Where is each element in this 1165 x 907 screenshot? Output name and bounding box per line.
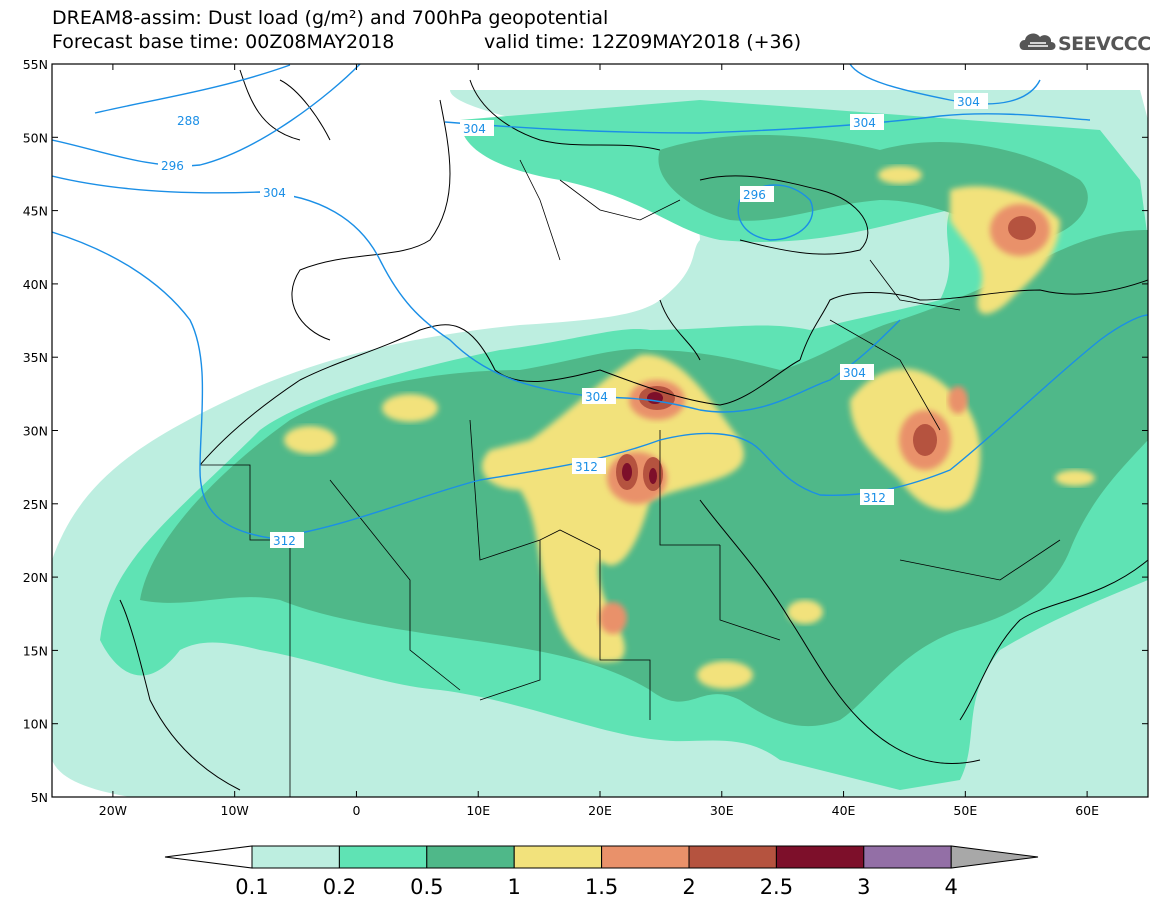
- colorbar-segment: [513, 845, 603, 869]
- lat-label: 5N: [31, 790, 48, 805]
- lon-label: 0: [352, 803, 360, 818]
- contour-label: 304: [585, 390, 608, 404]
- dust-patch: [948, 386, 968, 414]
- contour-label: 304: [957, 95, 980, 109]
- dust-patch: [284, 426, 336, 454]
- colorbar-segment: [601, 845, 690, 869]
- lon-label: 60E: [1075, 803, 1099, 818]
- lat-label: 40N: [23, 277, 48, 292]
- colorbar-segment: [863, 845, 952, 869]
- colorbar-label: 1: [508, 875, 521, 899]
- dust-patch: [1008, 216, 1036, 240]
- colorbar-segment: [426, 845, 515, 869]
- longitude-axis: 20W 10W 0 10E 20E 30E 40E 50E 60E: [99, 64, 1099, 818]
- contour-label: 312: [863, 491, 886, 505]
- colorbar-under-triangle: [164, 845, 253, 869]
- logo-text: SEEVCCC: [1058, 33, 1151, 55]
- lon-label: 50E: [953, 803, 977, 818]
- colorbar-label: 3: [857, 875, 870, 899]
- colorbar-label: 4: [945, 875, 958, 899]
- lat-label: 45N: [23, 204, 48, 219]
- contour-label: 304: [843, 366, 866, 380]
- colorbar-label: 2.5: [760, 875, 793, 899]
- dust-patch: [913, 424, 937, 456]
- dust-band-1: [481, 354, 744, 662]
- colorbar-segment: [338, 845, 428, 869]
- lat-label: 20N: [23, 570, 48, 585]
- latitude-axis: 55N 50N 45N 40N 35N 30N 25N 20N 15N 10N 5N: [23, 57, 1148, 805]
- lat-label: 30N: [23, 424, 48, 439]
- colorbar-label: 0.2: [323, 875, 356, 899]
- lat-label: 50N: [23, 130, 48, 145]
- lat-label: 35N: [23, 350, 48, 365]
- colorbar-label: 0.1: [235, 875, 268, 899]
- dust-patch: [787, 600, 823, 624]
- seevccc-logo: SEEVCCC: [1019, 33, 1151, 55]
- dust-patch: [697, 661, 753, 689]
- chart-title: DREAM8-assim: Dust load (g/m²) and 700hP…: [52, 7, 609, 29]
- colorbar-label: 0.5: [410, 875, 443, 899]
- colorbar-label: 1.5: [585, 875, 618, 899]
- colorbar-label: 2: [682, 875, 695, 899]
- lon-label: 20E: [588, 803, 612, 818]
- contour-label: 312: [273, 534, 296, 548]
- contour-label: 296: [743, 188, 766, 202]
- colorbar-over-triangle: [950, 845, 1039, 869]
- dust-patch: [878, 166, 922, 184]
- contour-label: 304: [263, 186, 286, 200]
- forecast-base-time: Forecast base time: 00Z08MAY2018: [52, 31, 395, 53]
- borders: [200, 159, 1061, 797]
- lon-label: 40E: [832, 803, 856, 818]
- lon-label: 10W: [221, 803, 249, 818]
- dust-patch: [1055, 470, 1095, 486]
- lat-label: 15N: [23, 643, 48, 658]
- dust-field: 288 296 304 304 304 296 304 304 304 312 …: [52, 64, 1148, 797]
- lat-label: 10N: [23, 717, 48, 732]
- colorbar-segment: [688, 845, 777, 869]
- lat-label: 25N: [23, 497, 48, 512]
- colorbar-segment: [775, 845, 865, 869]
- dust-patch: [649, 468, 657, 484]
- lon-label: 20W: [99, 803, 127, 818]
- dust-patch: [599, 602, 627, 634]
- coastlines: [119, 69, 1148, 791]
- lon-label: 10E: [466, 803, 490, 818]
- lon-label: 30E: [710, 803, 734, 818]
- dust-patch: [382, 394, 438, 422]
- contour-label: 288: [177, 114, 200, 128]
- contour-label: 296: [161, 159, 184, 173]
- dust-patch: [622, 463, 632, 481]
- lat-label: 55N: [23, 57, 48, 72]
- colorbar-segment: [251, 845, 340, 869]
- contour-label: 304: [463, 122, 486, 136]
- contour-labels: 288 296 304 304 304 296 304 304 304 312 …: [158, 93, 988, 548]
- contour-label: 304: [853, 116, 876, 130]
- contour-label: 312: [575, 460, 598, 474]
- valid-time: valid time: 12Z09MAY2018 (+36): [484, 31, 802, 53]
